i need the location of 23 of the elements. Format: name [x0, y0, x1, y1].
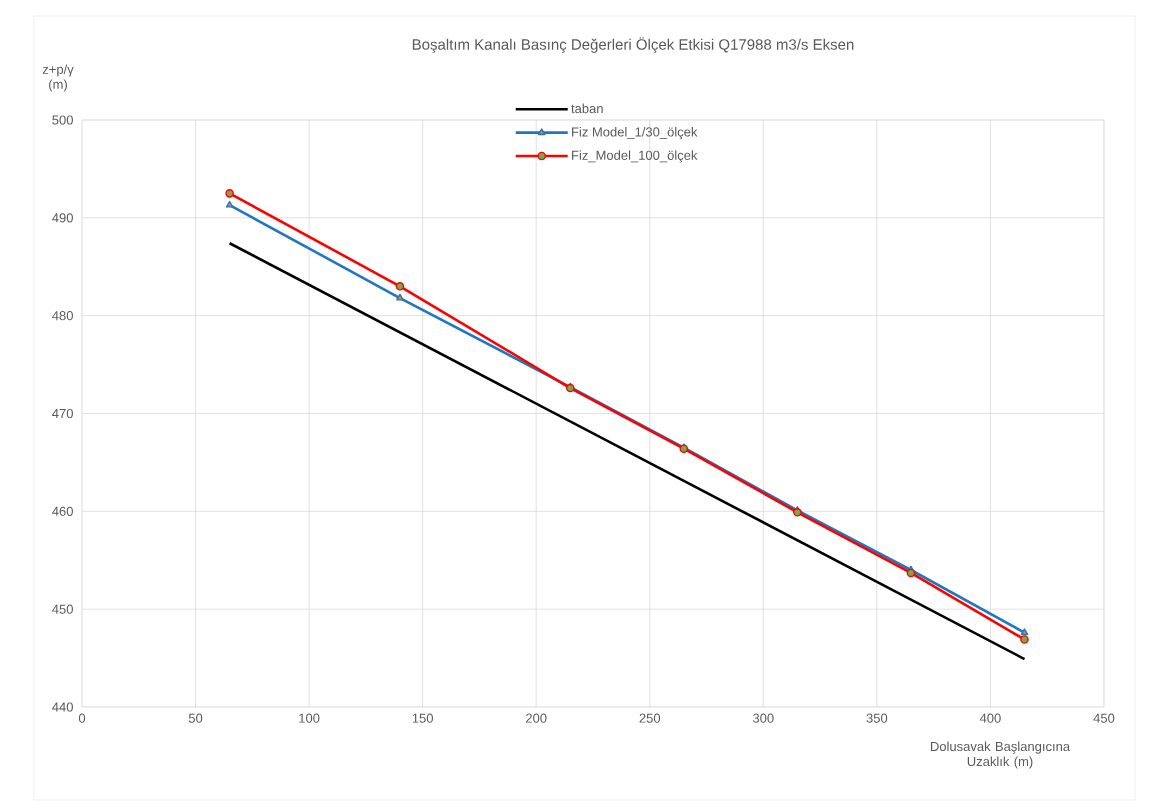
- legend-label: Fiz_Model_100_ölçek: [572, 150, 698, 163]
- y-tick-label: 460: [52, 506, 73, 516]
- x-tick-label: 350: [866, 713, 888, 723]
- y-tick-label: 450: [52, 604, 73, 614]
- legend-label: Fiz Model_1/30_ölçek: [572, 126, 698, 140]
- y-axis-title: z+p/γ (m): [42, 64, 74, 92]
- y-tick-label: 480: [52, 311, 73, 321]
- x-tick-label: 150: [412, 713, 433, 723]
- y-tick-label: 440: [52, 702, 73, 712]
- x-tick-label: 400: [979, 713, 1001, 723]
- x-tick-label: 50: [188, 713, 203, 723]
- y-tick-label: 490: [52, 213, 73, 223]
- x-tick-label: 0: [78, 713, 86, 723]
- x-tick-label: 250: [639, 713, 661, 723]
- chart-title: Boşaltım Kanalı Basınç Değerleri Ölçek Etkisi Q17988 m3/s Eksen: [412, 37, 854, 53]
- x-tick-label: 300: [752, 713, 774, 723]
- x-axis-title: Dolusavak Başlangıcına Uzaklık (m): [930, 741, 1071, 769]
- x-tick-label: 450: [1093, 713, 1115, 723]
- y-tick-label: 470: [52, 408, 73, 419]
- y-tick-label: 500: [52, 115, 73, 125]
- x-tick-label: 100: [299, 713, 320, 723]
- x-tick-label: 200: [526, 713, 547, 723]
- legend-label: taban: [571, 103, 603, 114]
